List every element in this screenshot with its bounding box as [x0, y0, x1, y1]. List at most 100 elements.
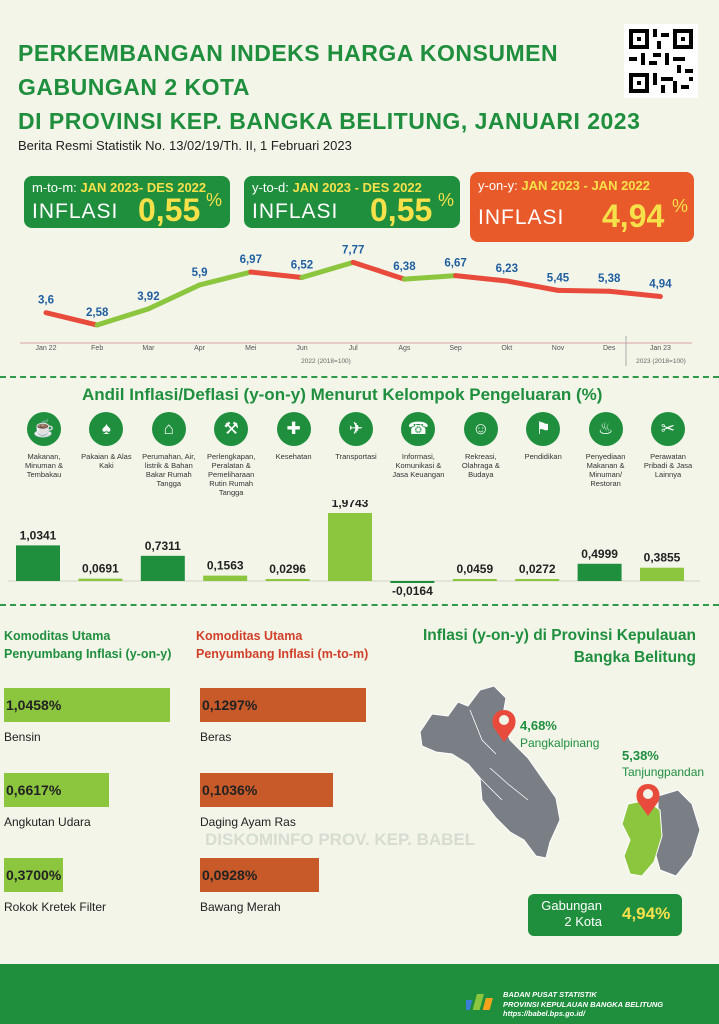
point-value-label: 5,9: [192, 267, 208, 279]
category-label: Perumahan, Air, listrik & Bahan Bakar Ru…: [142, 452, 196, 488]
x-tick-label: Sep: [449, 345, 462, 352]
andil-bar: [577, 563, 622, 581]
category-label: Pendidikan: [524, 452, 562, 461]
line-segment: [401, 273, 459, 282]
combined-value: 4,94%: [622, 904, 671, 923]
x-tick-label: Mar: [142, 345, 155, 352]
ytd-label: INFLASI: [252, 200, 339, 223]
andil-bar: [515, 579, 560, 581]
pangkalpinang-value: 4,68%: [520, 718, 557, 733]
andil-value-label: -0,0164: [392, 584, 433, 598]
restaurant-icon: ♨: [588, 412, 623, 446]
x-tick-label: Okt: [501, 345, 512, 352]
grooming-icon: ✂: [651, 412, 685, 446]
ytd-period: JAN 2023 - DES 2022: [292, 180, 422, 195]
yoy-label: INFLASI: [478, 206, 565, 229]
category-label: Transportasi: [335, 452, 377, 461]
andil-bar: [16, 545, 60, 581]
line-segment: [555, 287, 612, 294]
x-tick-label: Mei: [245, 345, 257, 352]
tanjungpandan-label: Tanjungpandan: [622, 765, 705, 779]
category-label: Rekreasi, Olahraga & Budaya: [461, 452, 500, 479]
x-tick-label: Des: [603, 345, 616, 352]
line-segment: [453, 273, 510, 284]
yoy-inflation-card: y-on-y: JAN 2023 - JAN 2022 INFLASI 4,94…: [470, 172, 694, 242]
andil-value-label: 1,0341: [20, 528, 57, 542]
belitung-island-west: [621, 799, 663, 877]
commodity-value: 1,0458%: [6, 697, 62, 713]
category-label: Penyediaan Makanan & Minuman/ Restoran: [585, 452, 626, 488]
point-value-label: 3,92: [137, 291, 159, 303]
point-value-label: 6,67: [444, 258, 466, 270]
commodity-yoy-title: Komoditas Utama Penyumbang Inflasi (y-on…: [4, 627, 171, 663]
map-title-line-2: Bangka Belitung: [573, 649, 696, 666]
category-icon-row: ☕ Makanan, Minuman & Tembakau ♠ Pakaian & A…: [0, 412, 719, 502]
commodity-bar: [4, 773, 109, 807]
commodity-yoy-title-line-2: Penyumbang Inflasi (y-on-y): [4, 647, 172, 661]
base-note-2023: 2023 (2018=100): [636, 358, 686, 365]
ytd-prefix: y-to-d:: [252, 180, 289, 195]
x-tick-label: Feb: [91, 345, 103, 352]
commodity-bar: [200, 858, 319, 892]
mtm-prefix: m-to-m:: [32, 180, 77, 195]
commodity-mtm-title: Komoditas Utama Penyumbang Inflasi (m-to…: [196, 627, 368, 663]
andil-bar: [390, 581, 435, 583]
yoy-line-chart: 3,6 Jan 22 2,58 Feb 3,92 Mar 5,9 Apr 6,97 Mei 6,52…: [20, 244, 692, 366]
mtm-value: 0,55: [138, 192, 201, 228]
category-label: Makanan, Minuman & Tembakau: [25, 452, 63, 479]
line-segment: [299, 259, 356, 280]
x-tick-label: Apr: [194, 345, 206, 352]
andil-bar: [328, 513, 372, 581]
commodity-name: Daging Ayam Ras: [200, 815, 296, 829]
andil-value-label: 0,7311: [145, 539, 181, 553]
andil-value-label: 0,1563: [207, 559, 244, 573]
category-label: Perlengkapan, Peralatan & Pemeliharaan R…: [207, 452, 256, 497]
commodity-value: 0,6617%: [6, 782, 62, 798]
andil-bar: [265, 579, 310, 581]
pangkalpinang-label: Pangkalpinang: [520, 736, 600, 750]
page-title-line-1: PERKEMBANGAN INDEKS HARGA KONSUMEN: [18, 40, 559, 66]
watermark: DISKOMINFO PROV. KEP. BABEL: [205, 830, 476, 849]
footer-url[interactable]: https://babel.bps.go.id/: [503, 1009, 586, 1018]
tanjungpandan-pin-icon: [636, 784, 660, 816]
commodity-name: Beras: [200, 730, 232, 744]
commodity-name: Bawang Merah: [200, 900, 281, 914]
tanjungpandan-value: 5,38%: [622, 748, 659, 763]
andil-value-label: 0,0691: [82, 562, 119, 576]
line-segment: [145, 282, 203, 312]
line-segment: [94, 306, 151, 328]
x-tick-label: Jun: [296, 345, 307, 352]
commodity-bar: [4, 688, 170, 722]
dress-icon: ♠: [89, 412, 124, 446]
andil-bar: [452, 579, 497, 581]
footer-bar: BADAN PUSAT STATISTIK PROVINSI KEPULAUAN…: [0, 964, 719, 1024]
graduation-cap-icon: ⚑: [526, 412, 561, 446]
section-divider-2: [0, 604, 719, 606]
x-tick-label: Ags: [398, 345, 411, 352]
andil-value-label: 1,9743: [332, 500, 369, 510]
commodity-value: 0,1036%: [202, 782, 258, 798]
category-label: Informasi, Komunikasi & Jasa Keuangan: [392, 452, 445, 479]
bps-logo-icon: [466, 994, 493, 1010]
andil-bar: [203, 575, 248, 581]
andil-value-label: 0,0272: [519, 562, 556, 576]
airplane-icon: ✈: [339, 412, 373, 446]
pangkalpinang-pin-icon: [492, 710, 516, 742]
commodity-value: 0,1297%: [202, 697, 258, 713]
category-label: Perawatan Pribadi & Jasa Lainnya: [643, 452, 693, 479]
commodity-bar: [200, 688, 366, 722]
point-value-label: 2,58: [86, 307, 109, 319]
line-segment: [350, 259, 407, 282]
qr-code[interactable]: [624, 24, 698, 98]
commodity-name: Angkutan Udara: [4, 815, 91, 829]
medkit-icon: ✚: [276, 412, 311, 446]
commodity-name: Rokok Kretek Filter: [4, 900, 107, 914]
combined-label-line-1: Gabungan: [541, 898, 602, 913]
commodity-value: 0,3700%: [6, 867, 62, 883]
mtm-period: JAN 2023- DES 2022: [80, 180, 207, 195]
commodity-mtm-title-line-2: Penyumbang Inflasi (m-to-m): [196, 647, 369, 661]
page-title-line-2: GABUNGAN 2 KOTA: [18, 74, 250, 100]
house-icon: ⌂: [151, 412, 186, 446]
footer-org-line-1: BADAN PUSAT STATISTIK: [503, 990, 597, 999]
x-tick-label: Jul: [349, 345, 358, 352]
